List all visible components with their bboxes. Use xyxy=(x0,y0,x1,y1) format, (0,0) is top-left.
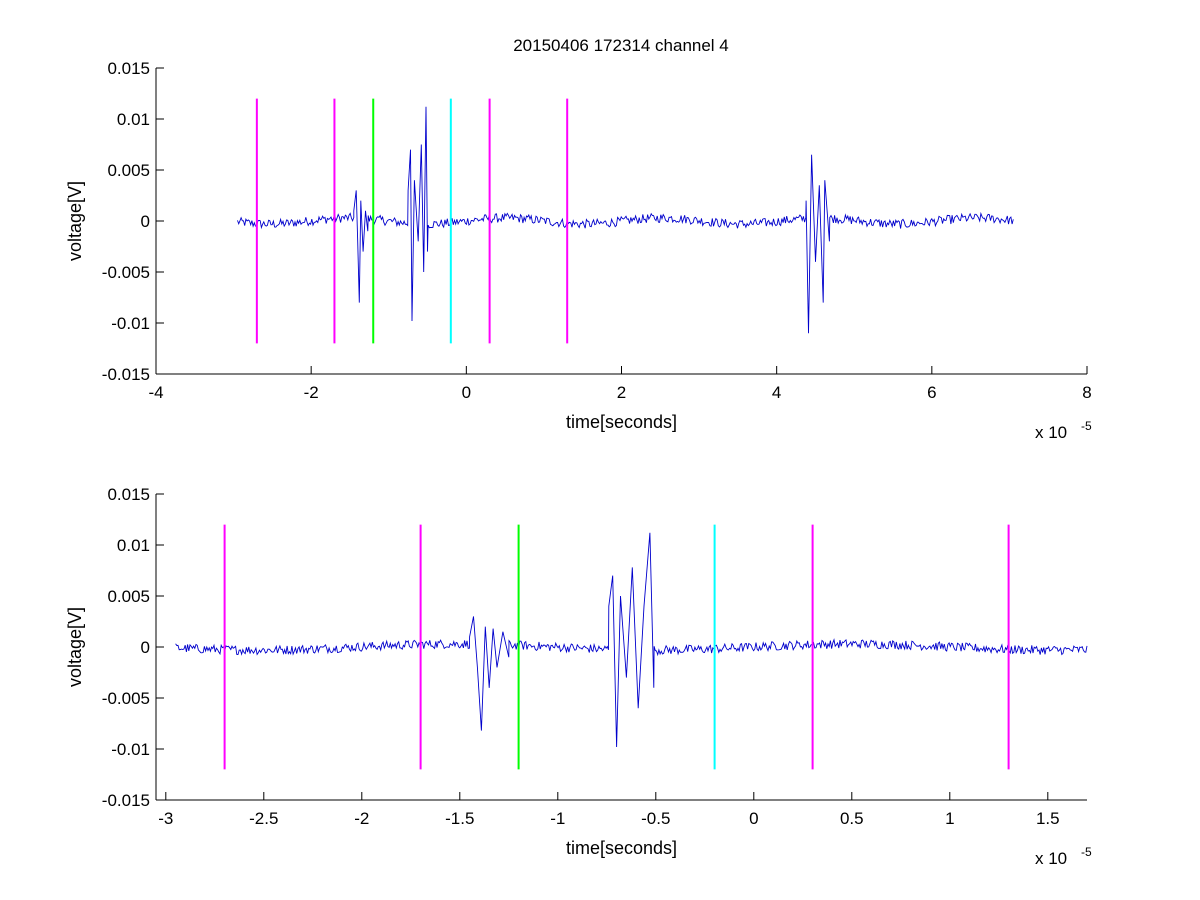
y-tick-label: -0.005 xyxy=(102,263,150,282)
x-tick-label: -1 xyxy=(550,809,565,828)
y-tick-label: 0.005 xyxy=(107,587,150,606)
y-tick-label: 0 xyxy=(141,212,150,231)
y-tick-label: -0.01 xyxy=(111,314,150,333)
x-tick-label: -0.5 xyxy=(641,809,670,828)
x-tick-label: -2.5 xyxy=(249,809,278,828)
x-multiplier-label: x 10 xyxy=(1035,849,1067,868)
x-tick-label: 2 xyxy=(617,383,626,402)
y-tick-label: -0.005 xyxy=(102,689,150,708)
y-tick-label: -0.01 xyxy=(111,740,150,759)
x-tick-label: -4 xyxy=(148,383,163,402)
x-tick-label: 1 xyxy=(945,809,954,828)
x-tick-label: 4 xyxy=(772,383,781,402)
x-tick-label: -3 xyxy=(158,809,173,828)
y-axis-label: voltage[V] xyxy=(65,607,85,687)
x-tick-label: -2 xyxy=(354,809,369,828)
y-tick-label: 0.01 xyxy=(117,536,150,555)
x-tick-label: 0.5 xyxy=(840,809,864,828)
x-tick-label: 1.5 xyxy=(1036,809,1060,828)
x-tick-label: -2 xyxy=(304,383,319,402)
y-tick-label: -0.015 xyxy=(102,365,150,384)
y-tick-label: 0.01 xyxy=(117,110,150,129)
y-axis-label: voltage[V] xyxy=(65,181,85,261)
x-tick-label: 0 xyxy=(462,383,471,402)
y-tick-label: 0.005 xyxy=(107,161,150,180)
y-tick-label: 0.015 xyxy=(107,485,150,504)
chart-title: 20150406 172314 channel 4 xyxy=(513,36,729,55)
x-tick-label: 0 xyxy=(749,809,758,828)
x-axis-label: time[seconds] xyxy=(566,412,677,432)
x-tick-label: 8 xyxy=(1082,383,1091,402)
bottom-axes: -0.015 -0.01 -0.005 0 0.005 0.01 0.015 -3 -2.5 -2… xyxy=(65,485,1092,868)
y-tick-label: 0 xyxy=(141,638,150,657)
x-axis-label: time[seconds] xyxy=(566,838,677,858)
x-tick-label: -1.5 xyxy=(445,809,474,828)
x-tick-label: 6 xyxy=(927,383,936,402)
x-multiplier-exponent: -5 xyxy=(1081,845,1092,859)
x-multiplier-exponent: -5 xyxy=(1081,419,1092,433)
top-axes: -0.015 -0.01 -0.005 0 0.005 0.01 0.015 -4 -2 0 2 4 6… xyxy=(65,59,1092,442)
signal-line xyxy=(175,532,1088,748)
signal-line xyxy=(237,106,1014,334)
y-tick-label: -0.015 xyxy=(102,791,150,810)
x-multiplier-label: x 10 xyxy=(1035,423,1067,442)
y-tick-label: 0.015 xyxy=(107,59,150,78)
